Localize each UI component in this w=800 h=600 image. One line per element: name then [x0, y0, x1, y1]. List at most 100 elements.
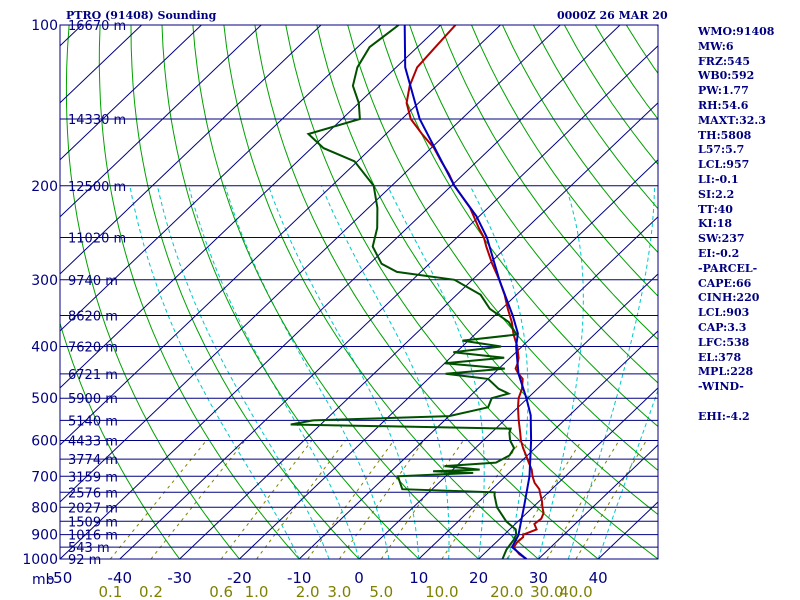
height-label: 2027 m	[68, 501, 118, 516]
mixing-ratio-tick-label: 0.2	[139, 583, 163, 600]
height-label: 92 m	[68, 553, 101, 568]
index-line: EL:378	[698, 350, 742, 364]
index-line: LCL:903	[698, 306, 750, 320]
mixing-ratio-line	[575, 440, 647, 559]
dry-adiabat	[285, 25, 658, 559]
dry-adiabat	[60, 321, 181, 559]
mixing-ratio-line	[380, 440, 464, 559]
mixing-ratio-line	[338, 440, 425, 559]
height-label: 7620 m	[68, 341, 118, 356]
index-line: MPL:228	[698, 365, 754, 379]
dewpoint-line	[290, 25, 519, 559]
index-line: SW:237	[698, 232, 745, 246]
index-line: CAP:3.3	[698, 320, 747, 334]
index-line: PW:1.77	[698, 84, 749, 98]
mixing-ratio-lines	[109, 440, 647, 559]
isotherm-line	[538, 444, 658, 559]
temperature-tick-label: 40	[589, 569, 608, 587]
isotherm-line	[0, 25, 22, 559]
index-line: KI:18	[698, 217, 733, 231]
dry-adiabat	[192, 25, 480, 559]
temperature-tick-label: 30	[529, 569, 548, 587]
dry-adiabat	[161, 25, 420, 559]
stability-indices-panel: WMO:91408 MW:6 FRZ:545 WB0:592 PW:1.77 RH:54.…	[698, 25, 774, 425]
dry-adiabat	[440, 25, 658, 341]
index-line: TT:40	[698, 202, 733, 216]
index-line: EHI:-4.2	[698, 409, 750, 423]
isotherm-line	[179, 102, 658, 559]
mixing-ratio-line	[220, 440, 313, 559]
index-line: WMO:91408	[698, 25, 775, 38]
mixing-ratio-tick-label: 30.0	[530, 583, 563, 600]
temperature-tick-label: 10	[409, 569, 428, 587]
height-label: 4433 m	[68, 435, 118, 450]
index-line: CAPE:66	[698, 276, 752, 290]
pressure-tick-label: 700	[31, 469, 58, 485]
isotherm-line	[418, 330, 658, 559]
pressure-tick-label: 200	[31, 179, 58, 195]
height-label: 6721 m	[68, 368, 118, 383]
isotherms	[0, 25, 658, 559]
isotherm-line	[119, 45, 658, 559]
height-label: 5900 m	[68, 392, 118, 407]
sounding-series	[290, 25, 545, 559]
index-line: CINH:220	[698, 291, 760, 305]
isotherm-line	[298, 216, 658, 559]
index-line: MW:6	[698, 39, 734, 53]
isotherm-line	[60, 25, 621, 559]
index-line: -WIND-	[698, 380, 744, 394]
temperature-tick-label: 0	[354, 569, 364, 587]
index-line: LCL:957	[698, 158, 750, 172]
mixing-ratio-tick-label: 0.6	[209, 583, 233, 600]
chart-title: PTRO (91408) Sounding	[66, 9, 217, 22]
height-label: 8620 m	[68, 310, 118, 325]
height-label: 3159 m	[68, 470, 118, 485]
dry-adiabat	[347, 25, 658, 471]
index-line: TH:5808	[698, 128, 752, 142]
pressure-tick-label: 500	[31, 391, 58, 407]
pressure-tick-label: 300	[31, 273, 58, 289]
dry-adiabat	[316, 25, 658, 516]
height-label: 1509 m	[68, 515, 118, 530]
mixing-ratio-tick-label: 5.0	[369, 583, 393, 600]
mixing-ratio-line	[150, 440, 246, 559]
dry-adiabat	[254, 25, 600, 559]
mixing-ratio-tick-label: 40.0	[559, 583, 592, 600]
mixing-ratio-tick-label: 10.0	[425, 583, 458, 600]
moist-adiabat	[537, 185, 584, 559]
temperature-tick-label: -40	[108, 569, 133, 587]
plot-frame	[59, 24, 659, 560]
height-label: 14330 m	[68, 113, 126, 128]
height-label: 5140 m	[68, 414, 118, 429]
index-line: FRZ:545	[698, 54, 751, 68]
temperature-tick-label: -20	[227, 569, 252, 587]
isotherm-line	[478, 387, 658, 559]
temperature-tick-label: 20	[469, 569, 488, 587]
index-line: EI:-0.2	[698, 246, 740, 260]
pressure-tick-label: 800	[31, 500, 58, 516]
height-label: 3774 m	[68, 453, 118, 468]
height-label: 9740 m	[68, 274, 118, 289]
moist-adiabat	[597, 388, 658, 559]
pressure-axis-unit: mb	[32, 572, 55, 588]
pressure-tick-label: 400	[31, 340, 58, 356]
mixing-ratio-tick-label: 3.0	[327, 583, 351, 600]
isotherm-line	[60, 25, 561, 503]
index-line	[698, 395, 774, 410]
mixing-ratio-tick-label: 20.0	[490, 583, 523, 600]
dry-adiabat	[223, 25, 540, 559]
index-line: L57:5.7	[698, 143, 745, 157]
dry-adiabat	[65, 25, 241, 559]
height-label: 2576 m	[68, 486, 118, 501]
dry-adiabat	[502, 25, 658, 254]
height-label: 543 m	[68, 541, 110, 556]
dry-adiabat	[781, 25, 800, 570]
isotherm-line	[60, 25, 322, 275]
pressure-tick-label: 900	[31, 528, 58, 544]
index-line: MAXT:32.3	[698, 113, 766, 127]
index-line: LI:-0.1	[698, 172, 739, 186]
temperature-tick-label: -50	[48, 569, 73, 587]
index-line: -PARCEL-	[698, 261, 758, 275]
